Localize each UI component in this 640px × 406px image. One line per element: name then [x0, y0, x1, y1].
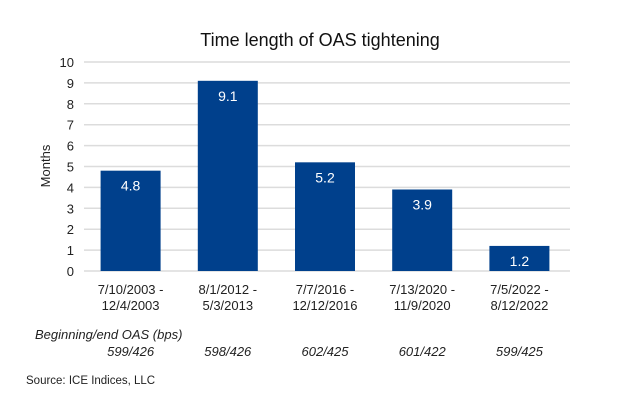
oas-value: 601/422: [399, 344, 447, 359]
y-tick-label: 0: [67, 264, 74, 279]
x-tick-label: 7/5/2022 -: [490, 282, 549, 297]
y-tick-label: 9: [67, 76, 74, 91]
y-tick-label: 3: [67, 201, 74, 216]
data-label: 9.1: [218, 88, 238, 104]
oas-value: 598/426: [204, 344, 252, 359]
y-tick-label: 5: [67, 160, 74, 175]
x-tick-label: 8/1/2012 -: [199, 282, 258, 297]
y-tick-label: 6: [67, 139, 74, 154]
x-tick-label: 5/3/2013: [202, 298, 253, 313]
data-label: 4.8: [121, 178, 141, 194]
bar: [197, 80, 258, 271]
bar: [489, 245, 550, 271]
x-tick-label: 7/10/2003 -: [98, 282, 164, 297]
y-axis-label: Months: [38, 144, 53, 187]
bar: [392, 189, 453, 271]
chart-title: Time length of OAS tightening: [200, 30, 439, 50]
bar: [295, 162, 355, 271]
y-tick-label: 7: [67, 118, 74, 133]
x-tick-label: 8/12/2022: [490, 298, 548, 313]
y-tick-label: 10: [60, 55, 74, 70]
x-tick-label: 7/7/2016 -: [296, 282, 355, 297]
x-tick-label: 12/12/2016: [292, 298, 357, 313]
data-label: 3.9: [412, 196, 432, 212]
oas-value: 599/426: [107, 344, 155, 359]
x-tick-label: 12/4/2003: [102, 298, 160, 313]
y-tick-label: 2: [67, 222, 74, 237]
x-tick-label: 11/9/2020: [394, 298, 451, 313]
y-tick-label: 8: [67, 97, 74, 112]
bar: [100, 170, 161, 271]
y-tick-label: 4: [67, 180, 74, 195]
x-tick-label: 7/13/2020 -: [389, 282, 455, 297]
data-label: 1.2: [510, 253, 530, 269]
oas-header: Beginning/end OAS (bps): [35, 327, 182, 342]
data-label: 5.2: [315, 169, 335, 185]
oas-value: 602/425: [302, 344, 350, 359]
source-note: Source: ICE Indices, LLC: [26, 375, 155, 387]
y-tick-label: 1: [67, 243, 74, 258]
oas-value: 599/425: [496, 344, 544, 359]
